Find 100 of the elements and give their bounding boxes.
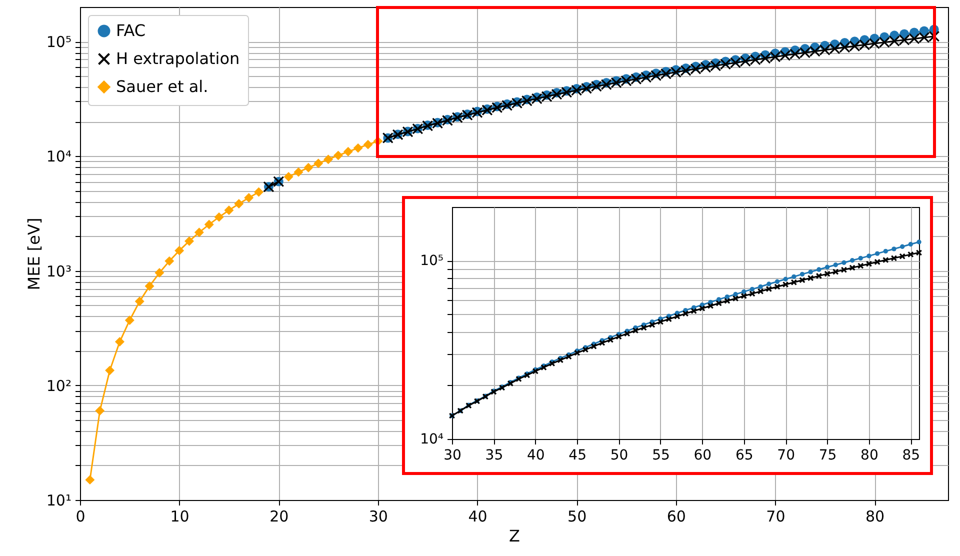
point bbox=[224, 205, 234, 215]
point bbox=[574, 350, 580, 356]
point bbox=[908, 242, 914, 247]
point bbox=[607, 336, 614, 343]
point bbox=[882, 256, 889, 264]
x-tick-label: 40 bbox=[526, 448, 545, 464]
point bbox=[610, 77, 622, 88]
point bbox=[598, 340, 606, 346]
point bbox=[557, 356, 564, 364]
x-tick-label: 0 bbox=[76, 508, 86, 526]
point bbox=[849, 40, 860, 52]
point bbox=[850, 258, 855, 263]
point bbox=[650, 70, 662, 82]
point bbox=[194, 228, 204, 238]
point bbox=[774, 284, 780, 290]
x-tick-label: 85 bbox=[902, 448, 920, 464]
point bbox=[816, 272, 822, 280]
point bbox=[566, 353, 572, 360]
legend-label: Sauer et al. bbox=[116, 77, 208, 96]
point bbox=[707, 302, 714, 310]
point bbox=[314, 158, 324, 168]
point bbox=[124, 316, 134, 325]
point bbox=[640, 72, 652, 83]
point bbox=[900, 244, 905, 249]
point bbox=[174, 246, 184, 256]
point bbox=[724, 298, 730, 304]
point bbox=[807, 274, 814, 282]
x-tick-label: 35 bbox=[485, 448, 504, 464]
point bbox=[800, 272, 805, 277]
point bbox=[824, 270, 830, 277]
point bbox=[883, 248, 888, 254]
point bbox=[720, 58, 732, 70]
point bbox=[304, 162, 314, 172]
point bbox=[154, 268, 164, 278]
point bbox=[874, 258, 880, 266]
point bbox=[660, 68, 672, 80]
point bbox=[590, 343, 597, 350]
point bbox=[164, 256, 174, 266]
x-tick-label: 50 bbox=[610, 448, 628, 464]
y-tick-label: 10² bbox=[46, 376, 72, 395]
point bbox=[757, 288, 764, 294]
point bbox=[284, 172, 294, 182]
point bbox=[700, 62, 712, 73]
point bbox=[105, 366, 115, 376]
point bbox=[742, 289, 746, 294]
point bbox=[840, 266, 848, 273]
x-tick-label: 40 bbox=[468, 508, 488, 526]
point bbox=[858, 256, 863, 261]
point bbox=[244, 192, 254, 202]
point bbox=[899, 253, 906, 260]
point bbox=[799, 47, 811, 58]
point bbox=[363, 140, 373, 150]
point bbox=[532, 368, 539, 374]
point bbox=[859, 39, 870, 50]
point bbox=[888, 36, 900, 47]
point bbox=[632, 327, 639, 334]
point bbox=[832, 268, 839, 275]
point bbox=[898, 34, 910, 46]
point bbox=[710, 60, 722, 72]
point bbox=[774, 279, 780, 284]
point bbox=[214, 212, 224, 222]
point bbox=[849, 264, 856, 271]
point bbox=[833, 262, 838, 268]
point bbox=[234, 199, 244, 209]
point bbox=[620, 75, 632, 86]
point bbox=[782, 281, 789, 288]
point bbox=[792, 274, 796, 280]
y-tick-label: 10⁵ bbox=[420, 253, 444, 270]
point bbox=[144, 281, 154, 291]
point bbox=[740, 56, 751, 67]
point bbox=[809, 46, 820, 57]
point bbox=[770, 51, 781, 62]
x-tick-label: 60 bbox=[666, 508, 686, 526]
x-tick-label: 30 bbox=[368, 508, 388, 526]
point bbox=[666, 316, 672, 322]
point bbox=[918, 32, 930, 44]
point bbox=[866, 260, 872, 267]
point bbox=[866, 254, 872, 258]
point bbox=[616, 333, 622, 340]
point bbox=[732, 295, 739, 302]
x-tick-label: 70 bbox=[777, 448, 795, 464]
point bbox=[690, 308, 697, 314]
point bbox=[760, 52, 771, 64]
point bbox=[878, 36, 890, 48]
point bbox=[730, 57, 742, 68]
y-tick-label: 10¹ bbox=[46, 492, 72, 510]
x-tick-label: 20 bbox=[270, 508, 289, 526]
x-tick-label: 60 bbox=[694, 448, 712, 464]
point bbox=[919, 26, 929, 36]
point bbox=[540, 364, 547, 371]
point bbox=[839, 42, 850, 53]
x-tick-label: 45 bbox=[568, 448, 587, 464]
point bbox=[657, 318, 664, 325]
point bbox=[799, 276, 806, 284]
point bbox=[740, 292, 748, 300]
point bbox=[134, 296, 144, 306]
point bbox=[829, 43, 840, 54]
point bbox=[916, 240, 922, 244]
x-tick-label: 70 bbox=[766, 508, 786, 526]
point bbox=[343, 146, 353, 156]
